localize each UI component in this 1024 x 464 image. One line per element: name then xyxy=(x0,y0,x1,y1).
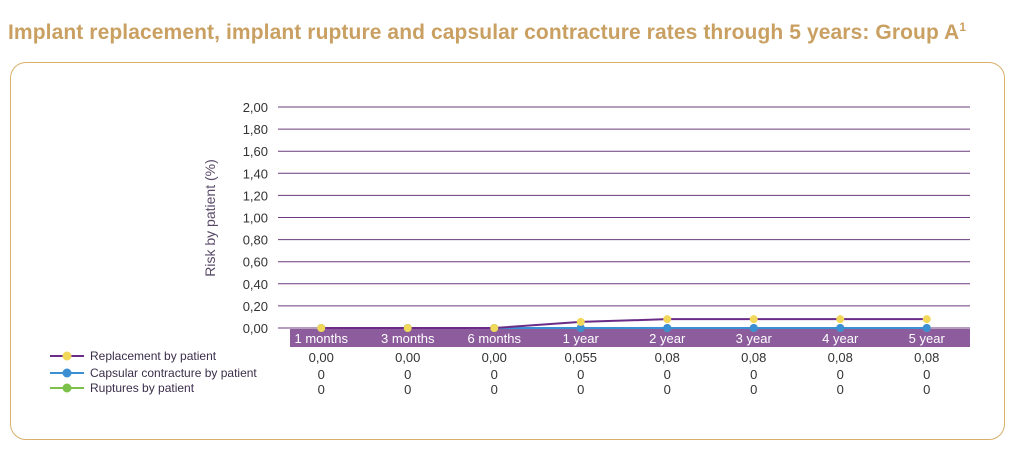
data-label: 0,00 xyxy=(395,350,420,365)
y-tick-label: 1,80 xyxy=(243,122,268,137)
y-tick-label: 1,20 xyxy=(243,188,268,203)
legend-marker xyxy=(62,368,72,378)
data-point xyxy=(317,324,326,332)
data-label: 0,08 xyxy=(914,350,939,365)
data-point xyxy=(663,315,672,324)
data-point xyxy=(836,324,845,332)
data-label: 0 xyxy=(664,382,671,397)
y-tick-label: 0,00 xyxy=(243,321,268,336)
y-tick-label: 0,40 xyxy=(243,277,268,292)
x-tick-label: 3 year xyxy=(736,331,773,346)
data-point xyxy=(749,315,758,324)
data-point xyxy=(576,317,585,326)
data-label: 0 xyxy=(923,382,930,397)
data-label: 0 xyxy=(404,367,411,382)
y-tick-label: 1,00 xyxy=(243,211,268,226)
data-label: 0 xyxy=(837,367,844,382)
data-point xyxy=(403,324,412,332)
y-axis-label: Risk by patient (%) xyxy=(202,159,218,276)
y-tick-label: 0,80 xyxy=(243,233,268,248)
y-tick-label: 1,60 xyxy=(243,144,268,159)
data-point xyxy=(922,315,931,324)
legend-marker xyxy=(62,383,72,393)
data-label: 0 xyxy=(664,367,671,382)
x-tick-label: 2 year xyxy=(649,331,686,346)
data-point xyxy=(663,324,672,332)
y-tick-label: 0,60 xyxy=(243,255,268,270)
x-tick-label: 1 months xyxy=(295,331,349,346)
x-tick-label: 5 year xyxy=(909,331,946,346)
chart-frame xyxy=(10,62,1005,440)
legend-marker xyxy=(62,351,72,361)
x-tick-label: 1 year xyxy=(563,331,600,346)
legend-label: Capsular contracture by patient xyxy=(90,366,257,380)
data-point xyxy=(576,324,585,332)
data-label: 0,00 xyxy=(309,350,334,365)
data-label: 0,055 xyxy=(564,350,597,365)
chart-title: Implant replacement, implant rupture and… xyxy=(8,20,967,44)
data-label: 0,08 xyxy=(828,350,853,365)
x-tick-label: 6 months xyxy=(468,331,522,346)
data-label: 0 xyxy=(491,367,498,382)
data-label: 0,00 xyxy=(482,350,507,365)
y-tick-label: 2,00 xyxy=(243,100,268,115)
legend-label: Ruptures by patient xyxy=(90,381,195,395)
data-point xyxy=(749,324,758,332)
x-tick-label: 3 months xyxy=(381,331,435,346)
data-label: 0 xyxy=(577,382,584,397)
data-label: 0 xyxy=(837,382,844,397)
x-tick-label: 4 year xyxy=(822,331,859,346)
data-point xyxy=(922,324,931,332)
data-label: 0 xyxy=(491,382,498,397)
data-label: 0 xyxy=(923,367,930,382)
data-label: 0 xyxy=(750,367,757,382)
data-label: 0,08 xyxy=(741,350,766,365)
data-label: 0 xyxy=(318,367,325,382)
data-label: 0 xyxy=(750,382,757,397)
y-tick-label: 1,40 xyxy=(243,166,268,181)
y-tick-label: 0,20 xyxy=(243,299,268,314)
data-label: 0,08 xyxy=(655,350,680,365)
data-label: 0 xyxy=(577,367,584,382)
title-superscript: 1 xyxy=(959,20,967,34)
data-point xyxy=(490,324,499,332)
x-axis-band xyxy=(290,329,970,347)
data-point xyxy=(836,315,845,324)
data-label: 0 xyxy=(404,382,411,397)
data-label: 0 xyxy=(318,382,325,397)
legend-label: Replacement by patient xyxy=(90,349,217,363)
series-line xyxy=(321,318,927,329)
